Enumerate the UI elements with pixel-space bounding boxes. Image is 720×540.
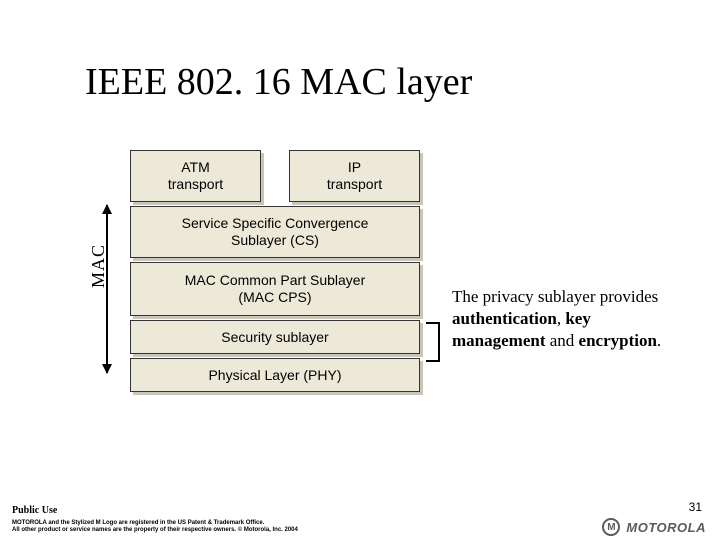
mac-range-arrow [106, 205, 108, 373]
page-number: 31 [689, 500, 702, 514]
motorola-batwing-icon [602, 518, 620, 536]
note-bracket [426, 322, 440, 362]
privacy-note: The privacy sublayer provides authentica… [452, 286, 682, 352]
ip-transport-box: IP transport [289, 150, 420, 202]
legal-line-1: MOTOROLA and the Stylized M Logo are reg… [12, 520, 332, 527]
atm-transport-box: ATM transport [130, 150, 261, 202]
security-sublayer-box: Security sublayer [130, 320, 420, 354]
legal-text: MOTOROLA and the Stylized M Logo are reg… [12, 520, 332, 534]
transport-row: ATM transport IP transport [130, 150, 420, 202]
cs-sublayer-box: Service Specific Convergence Sublayer (C… [130, 206, 420, 258]
note-post: . [657, 331, 661, 350]
classification-label: Public Use [12, 505, 57, 516]
slide: IEEE 802. 16 MAC layer MAC ATM transport… [0, 0, 720, 540]
layer-stack: ATM transport IP transport Service Speci… [130, 150, 420, 396]
footer: Public Use MOTOROLA and the Stylized M L… [0, 502, 720, 540]
note-mid2: and [545, 331, 578, 350]
motorola-logo: MOTOROLA [602, 518, 706, 536]
phy-layer-box: Physical Layer (PHY) [130, 358, 420, 392]
legal-line-2: All other product or service names are t… [12, 527, 332, 534]
note-auth: authentication [452, 309, 557, 328]
slide-title: IEEE 802. 16 MAC layer [85, 60, 472, 104]
motorola-wordmark: MOTOROLA [626, 520, 706, 535]
mac-cps-box: MAC Common Part Sublayer (MAC CPS) [130, 262, 420, 316]
note-text-pre: The privacy sublayer provides [452, 287, 658, 306]
note-enc: encryption [579, 331, 657, 350]
